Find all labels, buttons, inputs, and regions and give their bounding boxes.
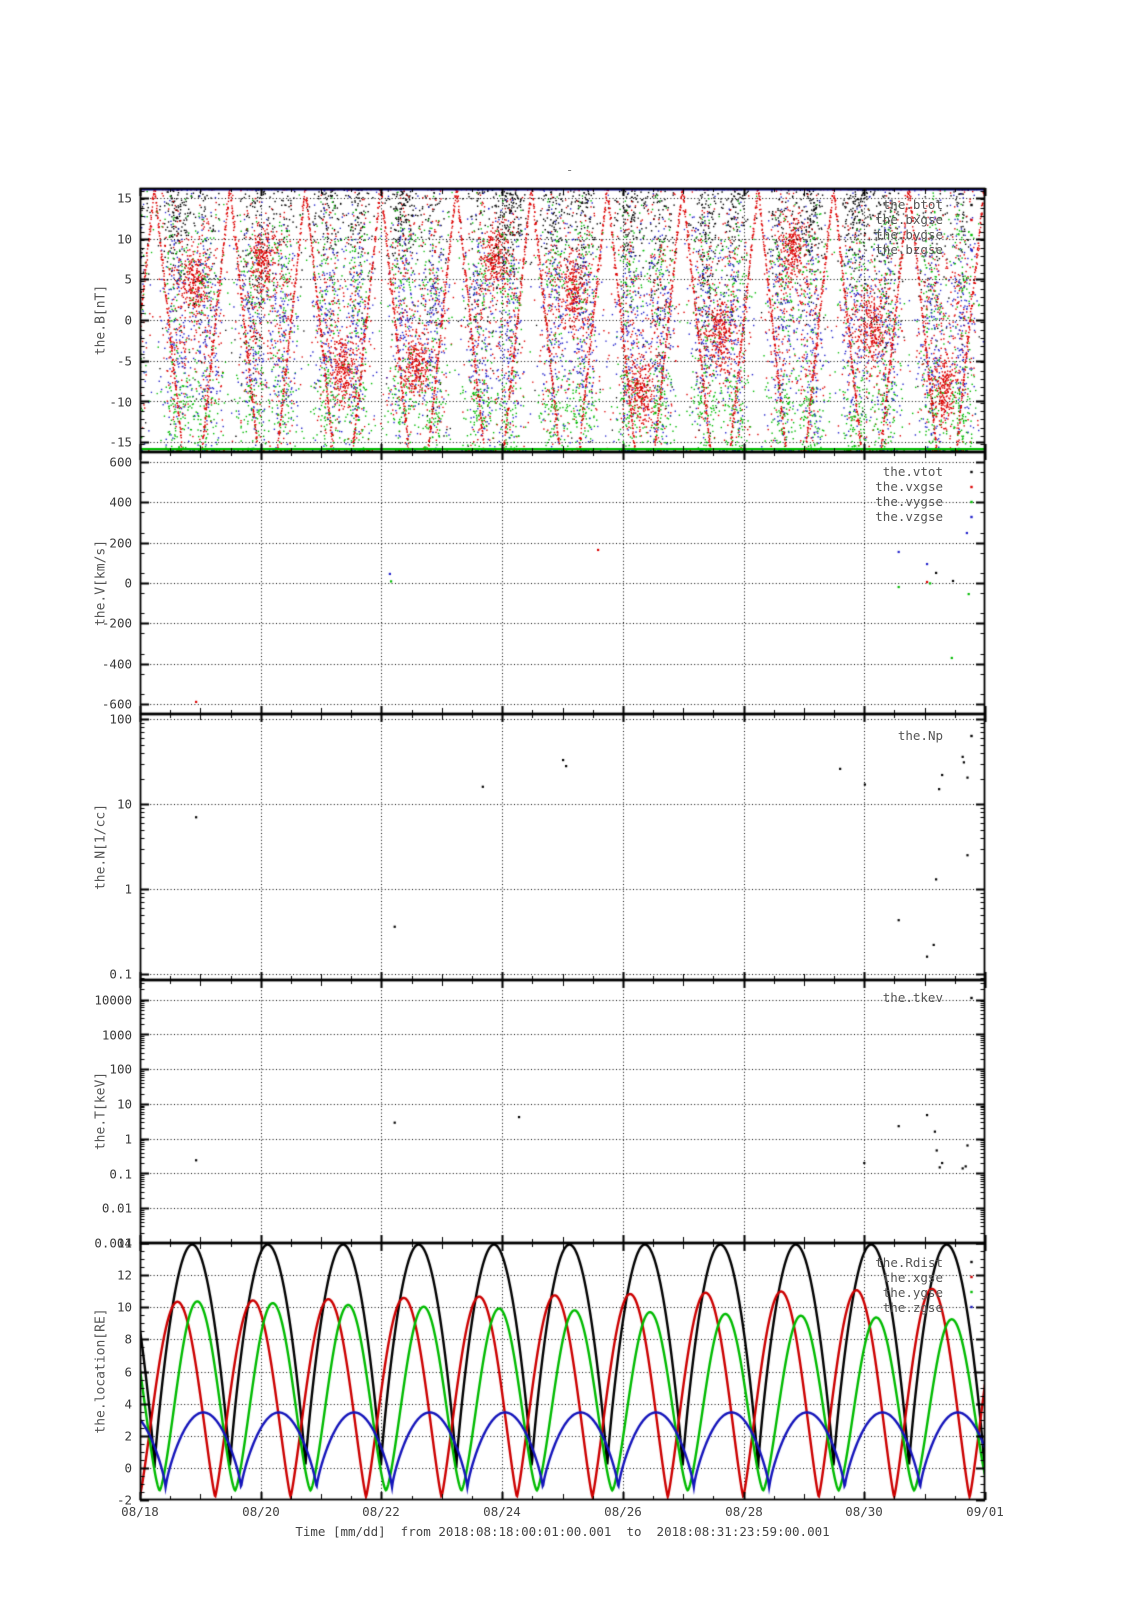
x-tick-label: 08/30 xyxy=(845,1504,883,1519)
x-tick-label: 08/24 xyxy=(483,1504,521,1519)
legend-item-tkev: the.tkev xyxy=(882,990,943,1005)
y-axis-title-location: the.location[RE] xyxy=(93,1308,109,1434)
y-tick-label: 0.001 xyxy=(94,1235,132,1251)
y-tick-label: 0 xyxy=(124,1460,132,1476)
x-tick-label: 08/28 xyxy=(725,1504,763,1519)
y-tick-label: -2 xyxy=(116,1492,132,1508)
y-tick-label: 0 xyxy=(124,312,132,328)
legend-item-bxgse: the.bxgse xyxy=(875,212,943,227)
legend-item-bzgse: the.bzgse xyxy=(875,242,943,257)
legend-item-ygse: the.ygse xyxy=(882,1285,943,1300)
legend-item-vtot: the.vtot xyxy=(882,464,943,479)
y-tick-label: 1000 xyxy=(101,1027,132,1042)
y-tick-label: 200 xyxy=(109,535,132,551)
y-tick-label: 400 xyxy=(109,494,132,510)
y-tick-label: 1 xyxy=(124,881,132,897)
y-tick-label: 12 xyxy=(116,1267,132,1283)
y-tick-label: 0 xyxy=(124,575,132,591)
x-tick-label: 08/26 xyxy=(604,1504,642,1519)
y-tick-label: 0.1 xyxy=(109,966,132,982)
legend-item-bygse: the.bygse xyxy=(875,227,943,242)
y-axis-title-b: the.B[nT] xyxy=(93,284,109,356)
legend-v: the.vtot the.vxgse the.vygse the.vzgse xyxy=(875,464,943,524)
y-tick-label: -200 xyxy=(101,615,132,631)
legend-t: the.tkev xyxy=(883,990,943,1005)
y-axis-title-t: the.T[keV] xyxy=(93,1071,109,1151)
legend-location: the.Rdist the.xgse the.ygse the.zgse xyxy=(875,1255,943,1315)
y-axis-title-n: the.N[1/cc] xyxy=(93,803,109,891)
plot-title: - xyxy=(566,163,574,177)
x-tick-label: 09/01 xyxy=(966,1504,1004,1519)
y-tick-label: 600 xyxy=(109,454,132,470)
y-tick-label: 14 xyxy=(116,1235,132,1251)
y-tick-label: -400 xyxy=(101,656,132,672)
legend-item-vzgse: the.vzgse xyxy=(875,509,943,524)
legend-item-vygse: the.vygse xyxy=(875,494,943,509)
y-tick-label: 6 xyxy=(124,1364,132,1379)
y-tick-label: 5 xyxy=(124,271,132,287)
x-tick-label: 08/18 xyxy=(121,1504,159,1519)
y-tick-label: 4 xyxy=(124,1396,132,1412)
y-tick-label: 0.1 xyxy=(109,1166,132,1181)
y-tick-label: 2 xyxy=(124,1428,132,1444)
y-tick-label: 1 xyxy=(124,1131,132,1147)
legend-item-zgse: the.zgse xyxy=(882,1300,943,1315)
x-tick-label: 08/20 xyxy=(242,1504,280,1519)
y-tick-label: 10 xyxy=(116,796,132,812)
y-tick-label: -10 xyxy=(109,394,132,409)
legend-item-xgse: the.xgse xyxy=(882,1270,943,1285)
y-tick-label: 10 xyxy=(116,231,132,246)
y-tick-label: 10 xyxy=(116,1299,132,1315)
legend-b: the.btot the.bxgse the.bygse the.bzgse xyxy=(875,197,943,257)
legend-item-np: the.Np xyxy=(897,728,943,743)
y-tick-label: 15 xyxy=(116,190,132,206)
y-tick-label: 0.01 xyxy=(101,1200,132,1216)
legend-item-vxgse: the.vxgse xyxy=(875,479,943,494)
legend-n: the.Np xyxy=(898,728,943,743)
y-tick-label: -15 xyxy=(109,434,132,450)
legend-item-btot: the.btot xyxy=(882,197,943,212)
y-tick-label: -600 xyxy=(101,696,132,712)
x-axis-title: Time [mm/dd] from 2018:08:18:00:01:00.00… xyxy=(295,1524,830,1539)
y-tick-label: 10 xyxy=(116,1096,132,1112)
y-axis-title-v: the.V[km/s] xyxy=(93,539,109,627)
y-tick-label: 100 xyxy=(109,1061,132,1077)
y-tick-label: 10000 xyxy=(94,992,132,1008)
y-tick-label: -5 xyxy=(116,353,132,369)
y-tick-label: 8 xyxy=(124,1331,132,1347)
legend-item-rdist: the.Rdist xyxy=(875,1255,943,1270)
y-tick-label: 100 xyxy=(109,711,132,727)
x-tick-label: 08/22 xyxy=(362,1504,400,1519)
